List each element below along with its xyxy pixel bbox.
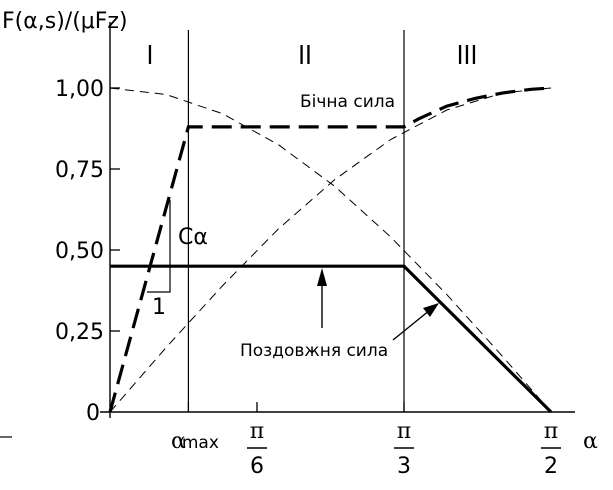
y-tick-label: 0,75	[55, 158, 104, 183]
arrow-to-line-head	[423, 303, 439, 317]
x-tick-numerator: π	[250, 419, 264, 444]
series-line-1	[108, 86, 552, 413]
y-axis-title: F(α,s)/(μFz)	[2, 9, 128, 34]
region-label-3: III	[457, 41, 478, 71]
annotations: Бічна сила Поздовжня сила Cα 1	[147, 92, 439, 361]
x-tick-numerator: π	[397, 419, 411, 444]
region-label-1: I	[147, 41, 154, 71]
y-tick-label: 0,50	[55, 239, 104, 264]
series-line-2	[110, 264, 553, 414]
slope-triangle	[147, 200, 171, 293]
series-label-longitudinal: Поздовжня сила	[240, 341, 388, 361]
series-label-lateral: Бічна сила	[300, 92, 395, 112]
slope-unit-label: 1	[152, 295, 166, 320]
y-ticks: 0 0,25 0,50 0,75 1,00	[55, 77, 120, 426]
series-line-4	[109, 87, 552, 413]
series-line-3	[109, 87, 552, 413]
y-tick-label: 0	[86, 401, 100, 426]
region-label-2: II	[298, 41, 312, 71]
x-tick-denominator: 6	[250, 454, 264, 479]
slope-label: Cα	[178, 225, 208, 250]
y-tick-label: 1,00	[55, 77, 104, 102]
x-tick-denominator: 3	[397, 454, 411, 479]
x-tick-label-sub: max	[182, 433, 219, 453]
x-tick-label: α	[171, 429, 186, 454]
y-tick-label: 0,25	[55, 320, 104, 345]
series-group	[108, 86, 553, 414]
x-tick-numerator: π	[544, 419, 558, 444]
x-tick-denominator: 2	[544, 454, 558, 479]
x-axis-title: α	[583, 429, 598, 454]
arrow-to-line-shaft	[392, 309, 431, 341]
arrow-longitudinal-head	[317, 268, 327, 286]
regions: I II III	[147, 30, 478, 412]
